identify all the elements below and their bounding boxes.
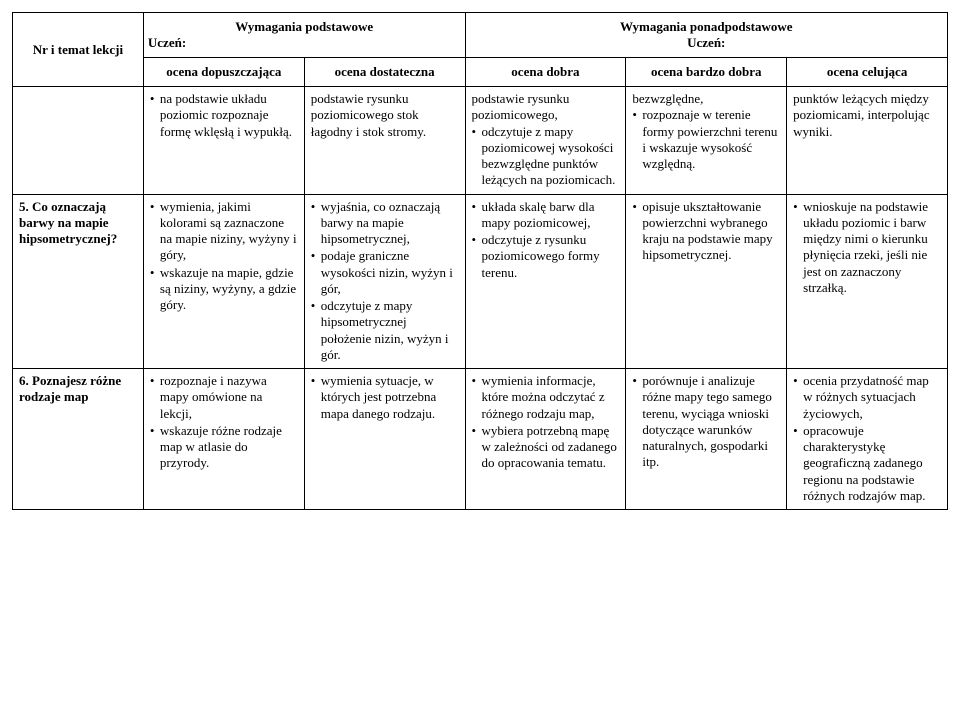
bullet-text: odczytuje z rysunku poziomicowego formy … (472, 232, 620, 281)
plain-text: bezwzględne, (632, 91, 780, 107)
plain-text: punktów leżących między poziomicami, int… (793, 91, 941, 140)
header-grade-4: ocena bardzo dobra (626, 58, 787, 87)
cell-r0-c2: podstawie rysunku poziomicowego stok łag… (304, 87, 465, 195)
bullet-text: wymienia informacje, które można odczyta… (472, 373, 620, 422)
topic-text-2: 6. Poznajesz różne rodzaje map (19, 373, 121, 404)
cell-r1-c2: wyjaśnia, co oznaczają barwy na mapie hi… (304, 194, 465, 369)
header-above-group: Wymagania ponadpodstawowe Uczeń: (465, 13, 947, 58)
table-row: na podstawie układu poziomic rozpoznaje … (13, 87, 948, 195)
plain-text: podstawie rysunku poziomicowego, (472, 91, 620, 124)
bullet-text: wnioskuje na podstawie układu poziomic i… (793, 199, 941, 297)
header-grade-1: ocena dopuszczająca (143, 58, 304, 87)
topic-text-1: 5. Co oznaczają barwy na mapie hipsometr… (19, 199, 117, 246)
cell-r0-c3: podstawie rysunku poziomicowego, odczytu… (465, 87, 626, 195)
bullet-text: porównuje i analizuje różne mapy tego sa… (632, 373, 780, 471)
cell-r2-c5: ocenia przydatność map w różnych sytuacj… (787, 369, 948, 510)
header-topic-text: Nr i temat lekcji (33, 42, 123, 57)
bullet-text: wyjaśnia, co oznaczają barwy na mapie hi… (311, 199, 459, 248)
bullet-text: rozpoznaje i nazywa mapy omówione na lek… (150, 373, 298, 422)
header-above-student: Uczeń: (470, 35, 943, 51)
cell-r1-c4: opisuje ukształtowanie powierzchni wybra… (626, 194, 787, 369)
cell-r0-c5: punktów leżących między poziomicami, int… (787, 87, 948, 195)
bullet-text: podaje graniczne wysokości nizin, wyżyn … (311, 248, 459, 297)
cell-r2-c3: wymienia informacje, które można odczyta… (465, 369, 626, 510)
bullet-text: wymienia, jakimi kolorami są zaznaczone … (150, 199, 298, 264)
bullet-text: wymienia sytuacje, w których jest potrze… (311, 373, 459, 422)
bullet-text: układa skalę barw dla mapy poziomicowej, (472, 199, 620, 232)
cell-r2-c2: wymienia sytuacje, w których jest potrze… (304, 369, 465, 510)
bullet-text: odczytuje z mapy hipsometrycznej położen… (311, 298, 459, 363)
bullet-text: rozpoznaje w terenie formy powierzchni t… (632, 107, 780, 172)
table-row: 6. Poznajesz różne rodzaje map rozpoznaj… (13, 369, 948, 510)
plain-text: podstawie rysunku poziomicowego stok łag… (311, 91, 459, 140)
header-above-title: Wymagania ponadpodstawowe (470, 19, 943, 35)
header-grade-5: ocena celująca (787, 58, 948, 87)
bullet-text: ocenia przydatność map w różnych sytuacj… (793, 373, 941, 422)
header-basic-title: Wymagania podstawowe (148, 19, 461, 35)
header-topic: Nr i temat lekcji (13, 13, 144, 87)
cell-r0-c1: na podstawie układu poziomic rozpoznaje … (143, 87, 304, 195)
topic-cell-1: 5. Co oznaczają barwy na mapie hipsometr… (13, 194, 144, 369)
bullet-text: wybiera potrzebną mapę w zależności od z… (472, 423, 620, 472)
curriculum-table: Nr i temat lekcji Wymagania podstawowe U… (12, 12, 948, 510)
table-row: 5. Co oznaczają barwy na mapie hipsometr… (13, 194, 948, 369)
cell-r1-c5: wnioskuje na podstawie układu poziomic i… (787, 194, 948, 369)
bullet-text: na podstawie układu poziomic rozpoznaje … (150, 91, 298, 140)
cell-r1-c1: wymienia, jakimi kolorami są zaznaczone … (143, 194, 304, 369)
cell-r1-c3: układa skalę barw dla mapy poziomicowej,… (465, 194, 626, 369)
cell-r0-c4: bezwzględne, rozpoznaje w terenie formy … (626, 87, 787, 195)
topic-cell-2: 6. Poznajesz różne rodzaje map (13, 369, 144, 510)
cell-r2-c4: porównuje i analizuje różne mapy tego sa… (626, 369, 787, 510)
bullet-text: wskazuje na mapie, gdzie są niziny, wyży… (150, 265, 298, 314)
bullet-text: opisuje ukształtowanie powierzchni wybra… (632, 199, 780, 264)
header-grade-2: ocena dostateczna (304, 58, 465, 87)
bullet-text: opracowuje charakterystykę geograficzną … (793, 423, 941, 504)
bullet-text: odczytuje z mapy poziomicowej wysokości … (472, 124, 620, 189)
topic-cell-0 (13, 87, 144, 195)
cell-r2-c1: rozpoznaje i nazywa mapy omówione na lek… (143, 369, 304, 510)
bullet-text: wskazuje różne rodzaje map w atlasie do … (150, 423, 298, 472)
header-basic-student: Uczeń: (148, 35, 461, 51)
header-grade-3: ocena dobra (465, 58, 626, 87)
header-basic-group: Wymagania podstawowe Uczeń: (143, 13, 465, 58)
